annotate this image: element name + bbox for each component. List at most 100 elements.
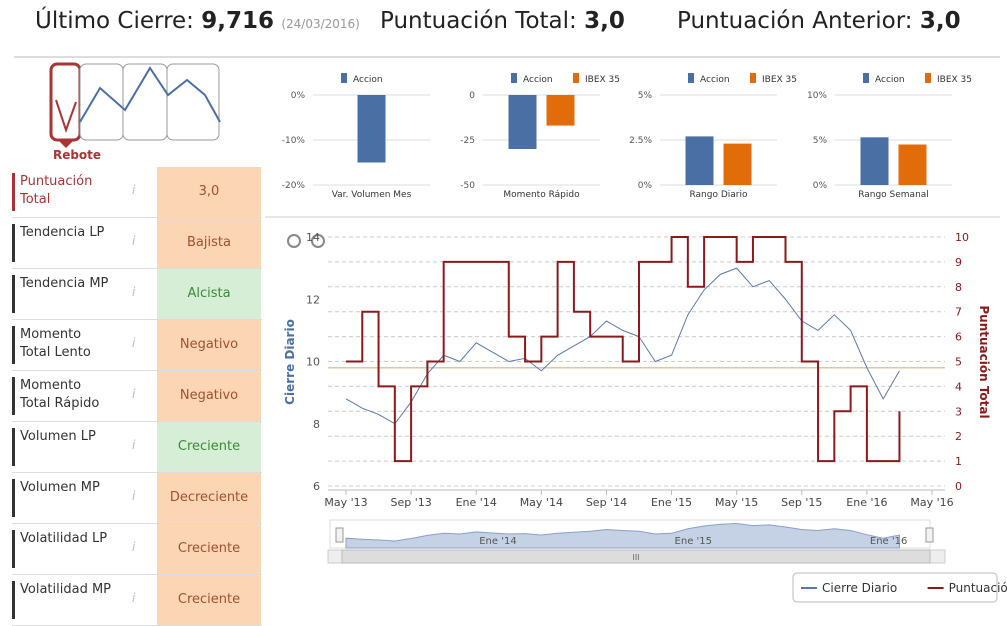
indicator-value: Decreciente	[157, 473, 261, 523]
legend-swatch	[688, 73, 694, 83]
info-icon[interactable]: i	[132, 183, 136, 197]
navigator-label: Ene '16	[870, 536, 907, 547]
legend-swatch	[925, 73, 931, 83]
x-tick-label: May '16	[910, 496, 953, 509]
pattern-line	[55, 99, 77, 134]
x-tick-label: Var. Volumen Mes	[332, 190, 412, 200]
bar	[860, 137, 889, 185]
label: Puntuación Total:	[380, 8, 577, 34]
total-score: Puntuación Total: 3,0	[380, 8, 625, 34]
pattern-pointer	[58, 140, 74, 148]
info-icon[interactable]: i	[132, 591, 136, 605]
navigator-handle[interactable]	[335, 527, 344, 543]
indicator-label: Volumen LP	[12, 428, 115, 466]
y-tick-label: 14	[306, 231, 320, 244]
scrollbar-thumb[interactable]	[341, 549, 931, 564]
value: 3,0	[584, 8, 625, 34]
pattern-box	[166, 63, 220, 141]
indicator-row: Tendencia MP i Alcista	[12, 269, 262, 320]
series-line	[346, 236, 901, 463]
navigator-handle[interactable]	[925, 527, 934, 543]
y-axis-title: Cierre Diario	[283, 319, 297, 405]
y2-tick-label: 7	[955, 306, 962, 319]
x-tick-label: Momento Rápido	[503, 190, 580, 200]
x-tick-label: Ene '14	[456, 496, 497, 509]
pattern-label: Rebote	[53, 148, 101, 162]
x-tick-label: Sep '14	[586, 496, 627, 509]
navigator-label: Ene '14	[479, 536, 516, 547]
legend-label: Accion	[700, 75, 730, 85]
page: Último Cierre: 9,716 (24/03/2016) Puntua…	[12, 8, 1007, 626]
indicator-label: Tendencia LP	[12, 224, 115, 262]
legend-swatch	[511, 73, 517, 83]
indicator-value: 3,0	[157, 167, 261, 217]
last-close: Último Cierre: 9,716 (24/03/2016)	[35, 8, 360, 34]
y-tick-label: 0	[469, 91, 475, 101]
label: Último Cierre:	[35, 8, 194, 34]
indicator-value: Bajista	[157, 218, 261, 268]
y-tick-label: 2.5%	[629, 136, 652, 146]
info-icon[interactable]: i	[132, 387, 136, 401]
x-tick-label: Rango Diario	[689, 190, 748, 200]
y2-tick-label: 2	[955, 430, 962, 443]
indicator-label: Momento Total Lento	[12, 326, 115, 364]
legend-swatch	[573, 73, 579, 83]
legend-swatch	[750, 73, 756, 83]
legend-label[interactable]: Cierre Diario	[822, 581, 897, 595]
indicator-value: Negativo	[157, 320, 261, 370]
indicator-row: Volumen LP i Creciente	[12, 422, 262, 473]
legend-label[interactable]: Puntuación	[949, 581, 1007, 595]
zoom-out[interactable]	[311, 234, 325, 248]
x-tick-label: May '14	[520, 496, 563, 509]
indicator-value: Creciente	[157, 524, 261, 574]
value: 9,716	[201, 8, 275, 34]
bar	[508, 95, 537, 149]
indicator-row: Momento Total Rápido i Negativo	[12, 371, 262, 422]
legend-label: Accion	[875, 75, 905, 85]
info-icon[interactable]: i	[132, 234, 136, 248]
y-tick-label: 10	[306, 356, 320, 369]
indicator-label: Puntuación Total	[12, 173, 115, 211]
y2-tick-label: 6	[955, 331, 962, 344]
info-icon[interactable]: i	[132, 540, 136, 554]
indicator-row: Volumen MP i Decreciente	[12, 473, 262, 524]
info-icon[interactable]: i	[132, 438, 136, 452]
bar	[685, 136, 714, 185]
y2-tick-label: 9	[955, 256, 962, 269]
legend-label: IBEX 35	[585, 75, 620, 85]
indicator-row: Momento Total Lento i Negativo	[12, 320, 262, 371]
scrollbar-grip: III	[632, 553, 639, 562]
legend-label: Accion	[353, 75, 383, 85]
y2-tick-label: 1	[955, 455, 962, 468]
zoom-in[interactable]	[287, 234, 301, 248]
pattern-icon[interactable]: Rebote	[49, 62, 221, 162]
indicator-label: Volumen MP	[12, 479, 115, 517]
info-icon[interactable]: i	[132, 285, 136, 299]
y-tick-label: -20%	[282, 181, 306, 191]
y-tick-label: 12	[306, 293, 320, 306]
y-tick-label: 10%	[807, 91, 827, 101]
zoom-controls	[287, 234, 325, 248]
x-tick-label: May '13	[324, 496, 367, 509]
legend-label: Accion	[523, 75, 553, 85]
y-tick-label: 6	[313, 480, 320, 493]
legend-label: IBEX 35	[937, 75, 972, 85]
indicator-label: Volatilidad LP	[12, 530, 115, 568]
info-icon[interactable]: i	[132, 336, 136, 350]
bar	[357, 95, 386, 163]
info-icon[interactable]: i	[132, 489, 136, 503]
y2-axis-title: Puntuación Total	[977, 305, 991, 418]
y2-tick-label: 10	[955, 231, 969, 244]
x-tick-label: Sep '15	[781, 496, 822, 509]
x-tick-label: Ene '15	[651, 496, 692, 509]
indicator-value: Alcista	[157, 269, 261, 319]
bar	[546, 95, 575, 126]
bar	[898, 144, 927, 185]
indicator-value: Negativo	[157, 371, 261, 421]
legend-swatch	[341, 73, 347, 83]
y-tick-label: 0%	[638, 181, 653, 191]
y-tick-label: 0%	[291, 91, 306, 101]
y-tick-label: -25	[460, 136, 475, 146]
y2-tick-label: 8	[955, 281, 962, 294]
navigator-label: Ene '15	[675, 536, 712, 547]
